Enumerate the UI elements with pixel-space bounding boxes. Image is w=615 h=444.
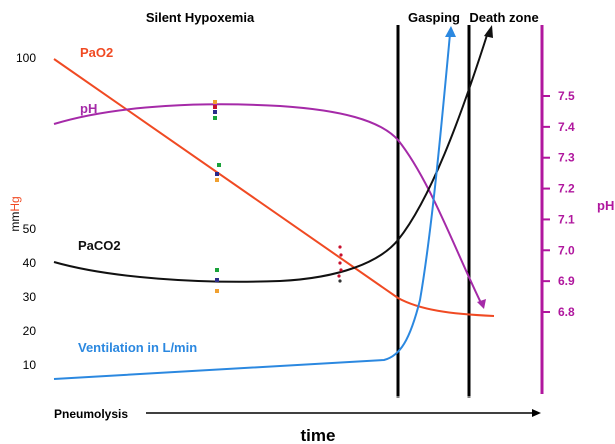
marker-late-4 — [339, 268, 343, 272]
marker-ph-navy — [213, 110, 217, 114]
series-label-ph: pH — [80, 101, 97, 116]
y-right-tick-7.2: 7.2 — [558, 182, 575, 196]
y-right-tick-6.9: 6.9 — [558, 274, 575, 288]
series-pao2-line — [53, 58, 495, 317]
marker-late-3 — [338, 261, 342, 265]
marker-pao2-orange — [215, 178, 219, 182]
series-paco2-line — [53, 31, 489, 283]
marker-late-2 — [339, 253, 343, 257]
region-gasping: Gasping — [408, 10, 460, 25]
marker-late-5 — [337, 274, 341, 278]
x-arrow-label: Pneumolysis — [54, 407, 128, 421]
region-silent-hypoxemia: Silent Hypoxemia — [146, 10, 255, 25]
y-left-tick-10: 10 — [23, 358, 37, 372]
x-axis-label: time — [301, 426, 336, 444]
y-right-tick-7.4: 7.4 — [558, 120, 575, 134]
series-paco2-arrowhead — [484, 25, 493, 38]
marker-paco2-green — [215, 268, 219, 272]
y-left-label: mmHg — [8, 196, 22, 231]
series-label-ventilation: Ventilation in L/min — [78, 340, 197, 355]
series-ventilation-line — [53, 33, 451, 380]
y-right-ticks: 6.8 6.9 7.0 7.1 7.2 7.3 7.4 7.5 — [542, 89, 575, 319]
y-right-tick-7.1: 7.1 — [558, 212, 575, 226]
series-ph-arrowhead — [477, 299, 486, 309]
y-right-tick-7.3: 7.3 — [558, 151, 575, 165]
marker-ph-orange — [213, 100, 217, 104]
marker-late-1 — [338, 245, 342, 249]
y-right-tick-7.0: 7.0 — [558, 243, 575, 257]
series-ph-line — [53, 103, 483, 306]
series-label-pao2: PaO2 — [80, 45, 113, 60]
marker-paco2-orange — [215, 289, 219, 293]
y-left-tick-50: 50 — [23, 222, 37, 236]
x-axis-arrowhead — [532, 409, 541, 417]
marker-ph-green — [213, 116, 217, 120]
region-death-zone: Death zone — [469, 10, 538, 25]
y-left-tick-20: 20 — [23, 324, 37, 338]
marker-ph-red — [213, 105, 217, 109]
series-label-paco2: PaCO2 — [78, 238, 121, 253]
y-right-tick-7.5: 7.5 — [558, 89, 575, 103]
y-left-tick-100: 100 — [16, 51, 36, 65]
y-left-tick-30: 30 — [23, 290, 37, 304]
y-left-tick-40: 40 — [23, 256, 37, 270]
y-left-label-hg: Hg — [8, 196, 22, 211]
markers-early — [213, 100, 221, 293]
marker-pao2-green — [217, 163, 221, 167]
markers-late — [337, 245, 343, 283]
marker-paco2-navy — [215, 278, 219, 282]
y-right-label: pH — [597, 198, 614, 213]
marker-pao2-navy — [215, 172, 219, 176]
y-right-tick-6.8: 6.8 — [558, 305, 575, 319]
series-ventilation-arrowhead — [445, 26, 456, 37]
y-left-label-mm: mm — [8, 212, 22, 232]
marker-late-6 — [338, 279, 342, 283]
